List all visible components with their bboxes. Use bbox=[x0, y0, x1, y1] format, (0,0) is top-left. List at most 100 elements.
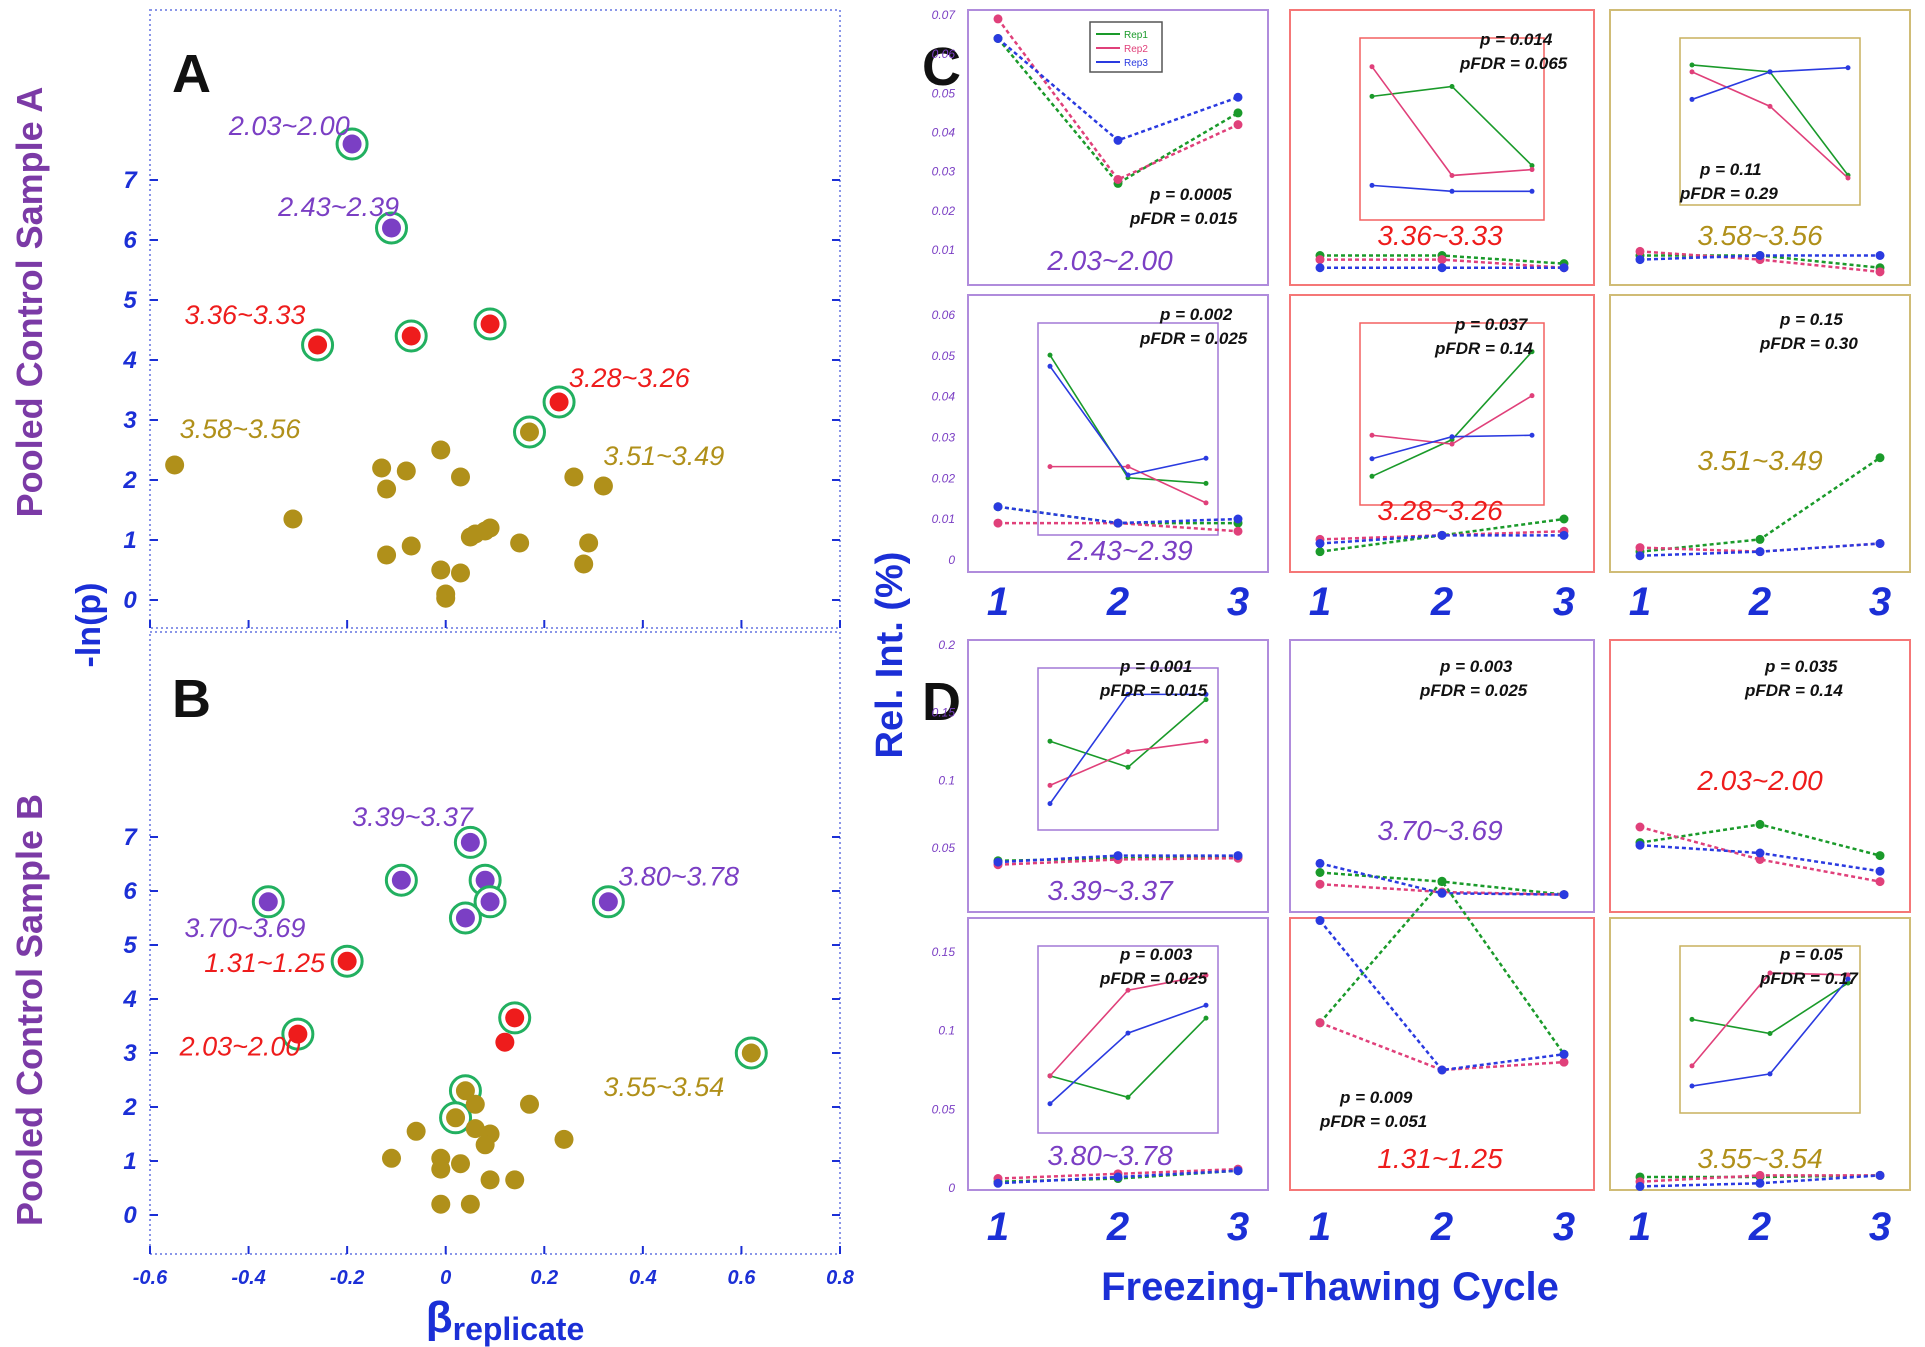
annotation-label: 3.39~3.37 bbox=[352, 802, 474, 832]
series-point-green bbox=[1875, 851, 1885, 861]
chart-layer: A 0 1 2 3 4 5 6 7 2.03~2.00 2.43~2.39 3.36~3.33 3.28… bbox=[122, 8, 1911, 1289]
inset-point-pink bbox=[1203, 738, 1209, 744]
inset-point-pink bbox=[1449, 172, 1455, 178]
series-point-blue bbox=[1559, 890, 1569, 900]
series-point-pink bbox=[1315, 255, 1325, 265]
cycle-tick-label: 3 bbox=[1869, 1205, 1891, 1249]
series-line-pink bbox=[1639, 825, 1881, 883]
subplot-frame bbox=[1289, 9, 1595, 286]
data-point-olive bbox=[510, 533, 530, 553]
series-point-blue bbox=[1437, 888, 1447, 898]
data-point-olive bbox=[382, 1148, 401, 1168]
c-lower-y-tick: 0.04 bbox=[932, 390, 956, 404]
p-value: p = 0.037 bbox=[1454, 315, 1529, 334]
y-tick-label: 5 bbox=[123, 287, 137, 314]
series-point-pink bbox=[1875, 877, 1885, 887]
c-lower-y-tick: 0 bbox=[948, 553, 955, 567]
subplot-frame bbox=[967, 639, 1269, 913]
data-point-olive bbox=[431, 440, 451, 460]
series-point-pink bbox=[1315, 1018, 1325, 1028]
cycle-tick-label: 2 bbox=[1106, 1205, 1129, 1249]
inset-point-green bbox=[1449, 83, 1455, 89]
inset-point-pink bbox=[1845, 175, 1851, 181]
subplot-label: 3.36~3.33 bbox=[1377, 220, 1503, 251]
series-point-blue bbox=[1755, 251, 1765, 260]
data-point-purple bbox=[455, 908, 475, 928]
data-point-olive bbox=[520, 1094, 539, 1114]
subplot-d: p = 0.003 pFDR = 0.025 3.80~3.78 bbox=[967, 917, 1269, 1191]
cycle-tick-label: 1 bbox=[1309, 580, 1331, 624]
series-point-blue bbox=[1113, 135, 1123, 145]
data-point-olive bbox=[460, 1194, 480, 1214]
data-point-purple bbox=[475, 870, 495, 890]
x-tick-label: 0.2 bbox=[530, 1267, 558, 1289]
inset-point-pink bbox=[1125, 749, 1131, 755]
data-point-red bbox=[549, 392, 569, 412]
series-point-blue bbox=[1635, 1181, 1645, 1191]
panel-frame bbox=[149, 631, 841, 1255]
inset-frame bbox=[1037, 945, 1219, 1134]
data-point-red bbox=[401, 326, 421, 346]
subplot-frame bbox=[967, 9, 1269, 286]
c-lower-y-tick: 0.01 bbox=[932, 512, 955, 526]
series-point-blue bbox=[1755, 547, 1765, 557]
data-point-olive bbox=[554, 1129, 574, 1149]
inset-point-blue bbox=[1047, 363, 1053, 369]
cycle-tick-label: 3 bbox=[1553, 580, 1575, 624]
subplot-c: p = 0.014 pFDR = 0.065 3.36~3.33 bbox=[1289, 9, 1595, 286]
subplot-label: 2.03~2.00 bbox=[1046, 245, 1173, 276]
inset-point-green bbox=[1845, 980, 1851, 986]
inset-point-pink bbox=[1369, 432, 1375, 438]
data-point-olive bbox=[406, 1121, 426, 1141]
data-point-olive bbox=[480, 518, 500, 538]
c-lower-y-tick: 0.03 bbox=[932, 431, 956, 445]
data-point-olive bbox=[505, 1170, 525, 1190]
p-value: p = 0.014 bbox=[1479, 30, 1553, 49]
y-tick-label: 3 bbox=[123, 407, 137, 434]
inset-point-pink bbox=[1125, 464, 1131, 470]
cycle-tick-label: 1 bbox=[1309, 1205, 1331, 1249]
series-point-green bbox=[1315, 868, 1325, 877]
d-lower-y-tick: 0.05 bbox=[932, 1102, 956, 1116]
subplot-d: p = 0.035 pFDR = 0.14 2.03~2.00 bbox=[1609, 639, 1911, 913]
inset-point-blue bbox=[1203, 1002, 1209, 1008]
series-point-blue bbox=[1559, 1049, 1569, 1059]
inset-point-green bbox=[1529, 163, 1535, 169]
panel-a: A 0 1 2 3 4 5 6 7 2.03~2.00 2.43~2.39 3.36~3.33 3.28… bbox=[122, 9, 841, 629]
data-point-purple bbox=[258, 892, 278, 912]
inset-point-blue bbox=[1125, 691, 1131, 697]
subplot-frame bbox=[1609, 917, 1911, 1191]
inset-point-blue bbox=[1125, 472, 1131, 478]
inset-point-blue bbox=[1203, 455, 1209, 461]
subplot-label: 2.03~2.00 bbox=[1696, 765, 1823, 796]
data-point-red bbox=[288, 1024, 308, 1044]
series-point-green bbox=[1559, 514, 1569, 524]
subplot-c: p = 0.11 pFDR = 0.29 3.58~3.56 bbox=[1609, 9, 1911, 286]
p-fdr-value: pFDR = 0.14 bbox=[1744, 681, 1843, 700]
inset-point-blue bbox=[1845, 976, 1851, 982]
x-title-freezing-thawing: Freezing-Thawing Cycle bbox=[1101, 1265, 1559, 1309]
panel-letter-b: B bbox=[172, 669, 211, 729]
data-point-olive bbox=[480, 1170, 500, 1190]
y-tick-label: 1 bbox=[123, 527, 136, 554]
inset-point-green bbox=[1125, 1094, 1131, 1100]
data-point-olive bbox=[431, 560, 451, 580]
p-value: p = 0.003 bbox=[1119, 945, 1193, 964]
data-point-red bbox=[495, 1032, 515, 1052]
series-point-blue bbox=[1437, 263, 1447, 273]
x-title-beta-subscript: replicate bbox=[453, 1311, 585, 1347]
y-tick-label: 7 bbox=[123, 824, 138, 851]
inset-point-green bbox=[1369, 93, 1375, 99]
p-fdr-value: pFDR = 0.025 bbox=[1139, 329, 1248, 348]
panel-letter-d: D bbox=[922, 672, 961, 732]
subplot-frame bbox=[967, 294, 1269, 573]
cycle-tick-label: 1 bbox=[1629, 580, 1651, 624]
series-point-blue bbox=[1875, 251, 1885, 260]
data-point-olive bbox=[520, 422, 539, 442]
data-point-red bbox=[308, 335, 328, 355]
series-point-blue bbox=[1233, 851, 1243, 861]
inset-point-pink bbox=[1203, 972, 1209, 978]
x-tick-label: 0 bbox=[440, 1267, 451, 1289]
c-lower-y-tick: 0.06 bbox=[932, 308, 956, 322]
inset-frame bbox=[1359, 322, 1545, 506]
